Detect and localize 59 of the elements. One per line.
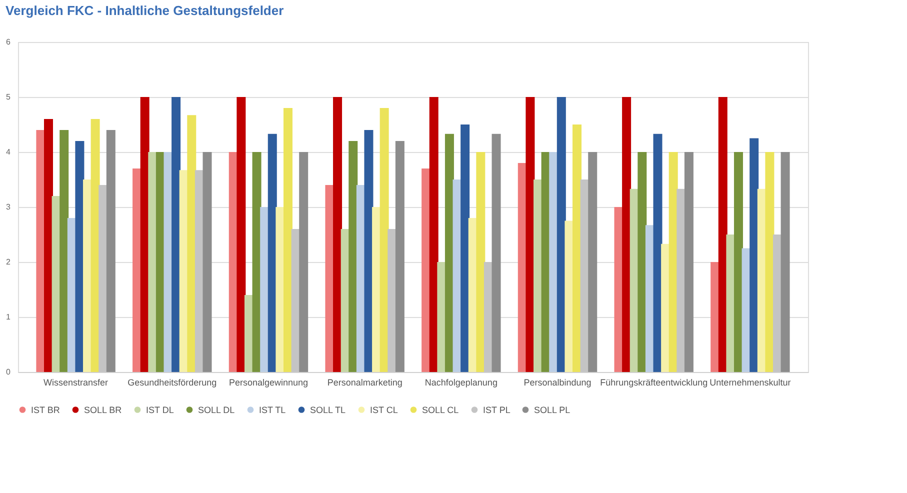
bar (106, 130, 116, 372)
bar (44, 119, 53, 372)
bar (75, 141, 84, 372)
y-tick-label: 2 (6, 258, 12, 266)
x-tick-label: Gesundheitsförderung (128, 378, 217, 388)
legend-label: SOLL DL (198, 404, 235, 415)
bar (684, 152, 694, 372)
bar (172, 97, 181, 372)
bar (556, 97, 566, 372)
y-tick-label: 4 (6, 148, 12, 156)
bar (364, 130, 374, 372)
legend-label: IST CL (370, 404, 398, 415)
bar (734, 152, 743, 372)
bar (492, 134, 501, 372)
bar (187, 115, 196, 372)
legend-label: SOLL TL (310, 404, 346, 415)
bar (588, 152, 598, 372)
bar (765, 152, 774, 372)
legend-label: SOLL CL (422, 404, 459, 415)
bar (572, 124, 582, 372)
bar (750, 138, 759, 372)
legend-label: SOLL PL (534, 404, 570, 415)
x-tick-label: Wissenstransfer (44, 378, 108, 388)
x-tick-label: Personalgewinnung (228, 378, 308, 388)
bar (348, 141, 358, 372)
x-tick-label: Nachfolgeplanung (424, 378, 498, 388)
legend-label: IST DL (146, 404, 174, 415)
bar (780, 152, 790, 372)
bar (429, 97, 438, 372)
bar (395, 141, 404, 372)
y-tick-label: 0 (6, 368, 12, 376)
bar (444, 134, 454, 372)
bar (236, 97, 246, 372)
chart-title: Vergleich FKC - Inhaltliche Gestaltungsfelder (6, 3, 284, 18)
legend-label: IST TL (259, 404, 286, 415)
legend-label: IST PL (483, 404, 510, 415)
bar (283, 108, 292, 372)
x-tick-label: Unternehmenskultur (710, 378, 791, 388)
bar (718, 97, 728, 372)
x-tick-label: Personalmarketing (327, 378, 402, 388)
bar (622, 97, 632, 372)
bar (460, 124, 470, 372)
bar (333, 97, 342, 372)
y-tick-label: 1 (6, 312, 12, 322)
bar (202, 152, 212, 372)
bar (476, 152, 486, 372)
bar (526, 97, 535, 372)
bar (299, 152, 308, 372)
bar (653, 134, 662, 372)
legend-label: SOLL BR (84, 404, 122, 415)
x-tick-label: Führungskräfteentwicklung (600, 378, 708, 388)
bar (60, 130, 69, 372)
bar (380, 108, 389, 372)
legend-label: IST BR (31, 404, 60, 415)
y-tick-label: 5 (6, 92, 12, 102)
y-tick-label: 3 (6, 202, 12, 212)
y-tick-label: 6 (6, 38, 12, 46)
bar (638, 152, 647, 372)
x-tick-label: Personalbindung (524, 378, 592, 388)
